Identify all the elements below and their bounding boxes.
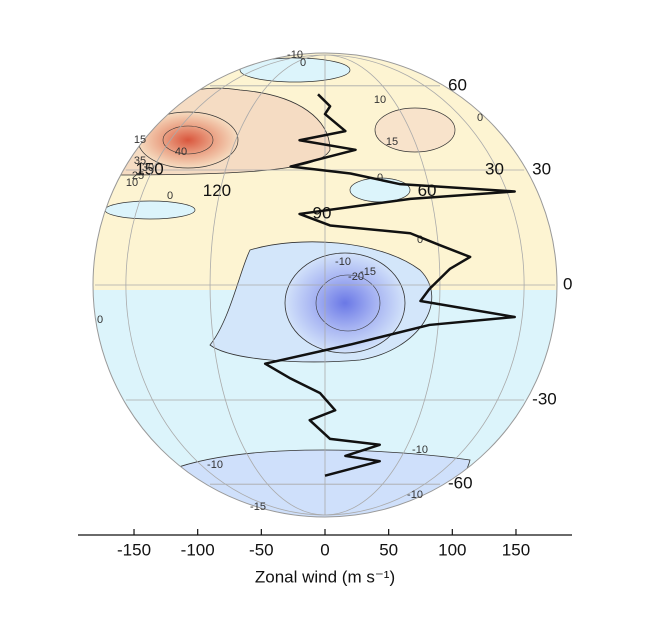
x-tick-label: 150	[502, 540, 530, 559]
contour-label: 15	[134, 134, 146, 146]
x-tick-label: 50	[379, 540, 398, 559]
longitude-label: 30	[485, 159, 504, 178]
contour-label: 0	[300, 57, 306, 69]
contour-label: -20	[348, 271, 364, 283]
x-tick-label: -100	[181, 540, 215, 559]
contour-label: 15	[386, 136, 398, 148]
longitude-label: 120	[203, 181, 231, 200]
contour-label: -10	[407, 489, 423, 501]
contour-label: 10	[374, 94, 386, 106]
x-tick-label: -150	[117, 540, 151, 559]
contour-label: -10	[335, 256, 351, 268]
latitude-label: 0	[563, 274, 572, 293]
latitude-label: 30	[532, 159, 551, 178]
contour-label: 0	[97, 314, 103, 326]
x-axis-title: Zonal wind (m s⁻¹)	[255, 567, 395, 586]
contour-label: -10	[207, 459, 223, 471]
latitude-label: 60	[448, 75, 467, 94]
contour-label: 40	[175, 146, 187, 158]
contour-label: 0	[167, 190, 173, 202]
x-tick-label: 100	[438, 540, 466, 559]
contour-label: 10	[126, 177, 138, 189]
contour-label: 0	[377, 172, 383, 184]
contour-label: 0	[477, 112, 483, 124]
x-tick-label: 0	[320, 540, 329, 559]
x-tick-label: -50	[249, 540, 274, 559]
latitude-label: -30	[532, 389, 557, 408]
contour-label: -15	[250, 501, 266, 513]
latitude-label: -60	[448, 474, 473, 493]
contour-label: -10	[412, 444, 428, 456]
